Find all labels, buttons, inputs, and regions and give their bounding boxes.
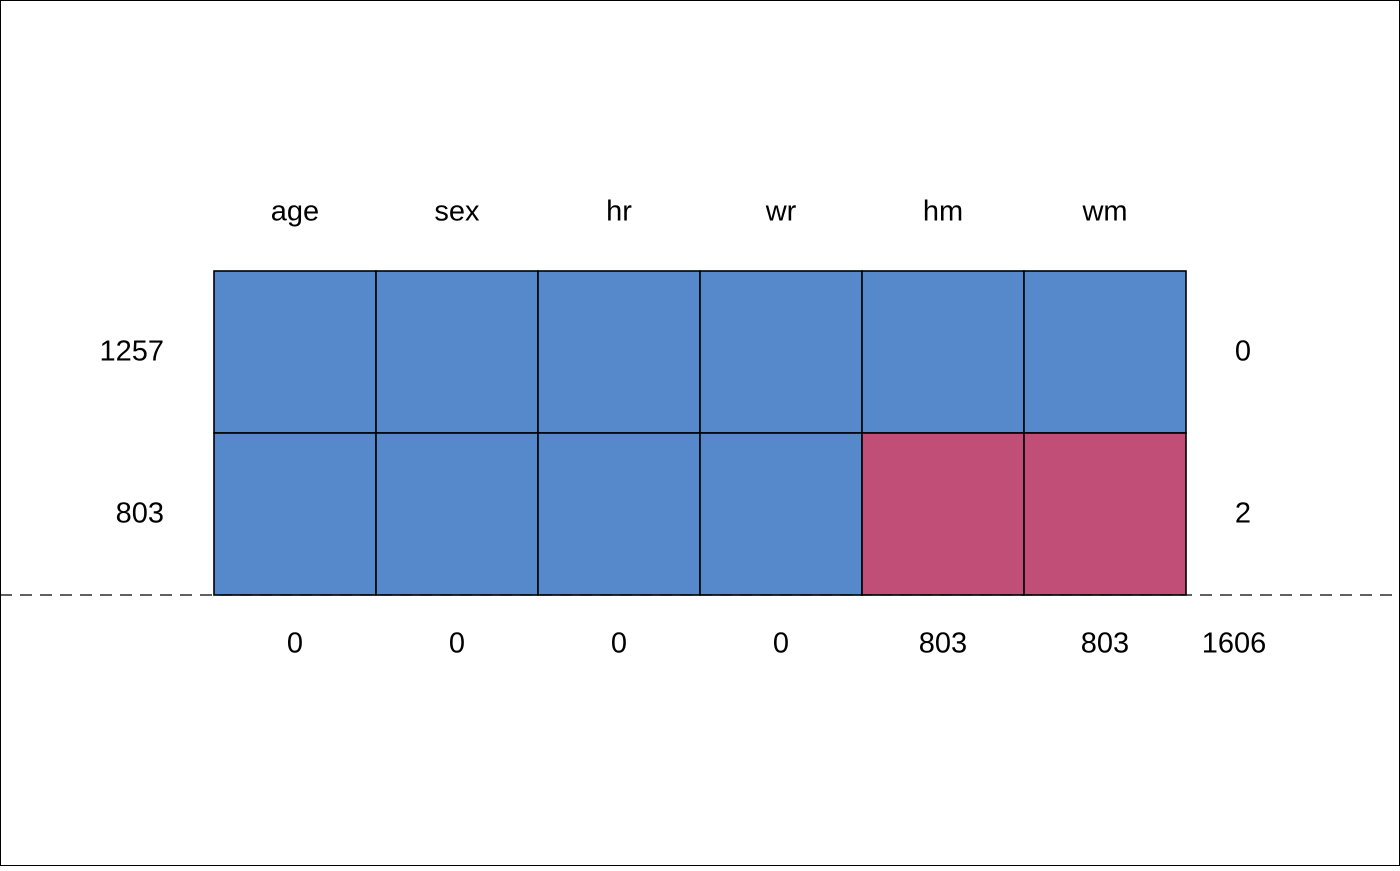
- pattern-cell-observed: [699, 432, 863, 596]
- pattern-missing-label: 2: [1235, 498, 1251, 530]
- variable-missing-count: 0: [287, 628, 303, 660]
- pattern-cell-observed: [537, 432, 701, 596]
- pattern-count-label: 1257: [99, 336, 164, 368]
- pattern-count-label: 803: [116, 498, 164, 530]
- variable-missing-count: 0: [611, 628, 627, 660]
- pattern-cell-observed: [375, 270, 539, 434]
- variable-label-sex: sex: [434, 196, 480, 228]
- pattern-cell-missing: [1023, 432, 1187, 596]
- variable-label-wr: wr: [765, 196, 797, 228]
- pattern-cell-observed: [1023, 270, 1187, 434]
- variable-missing-count: 803: [919, 628, 967, 660]
- variable-missing-count: 0: [773, 628, 789, 660]
- pattern-cell-observed: [375, 432, 539, 596]
- pattern-cell-observed: [699, 270, 863, 434]
- cells-layer: [213, 270, 1187, 596]
- pattern-cell-missing: [861, 432, 1025, 596]
- variable-label-hm: hm: [923, 196, 963, 228]
- pattern-cell-observed: [213, 432, 377, 596]
- variable-label-age: age: [271, 196, 319, 228]
- variable-missing-count: 803: [1081, 628, 1129, 660]
- pattern-cell-observed: [537, 270, 701, 434]
- variable-label-hr: hr: [606, 196, 632, 228]
- pattern-cell-observed: [213, 270, 377, 434]
- pattern-missing-label: 0: [1235, 336, 1251, 368]
- total-missing-label: 1606: [1202, 628, 1267, 660]
- variable-label-wm: wm: [1081, 196, 1127, 228]
- pattern-cell-observed: [861, 270, 1025, 434]
- labels-layer: age sex hr wr hm wm 1257 0 803 2 0 0 0 0 803 803 1606: [99, 196, 1266, 660]
- variable-missing-count: 0: [449, 628, 465, 660]
